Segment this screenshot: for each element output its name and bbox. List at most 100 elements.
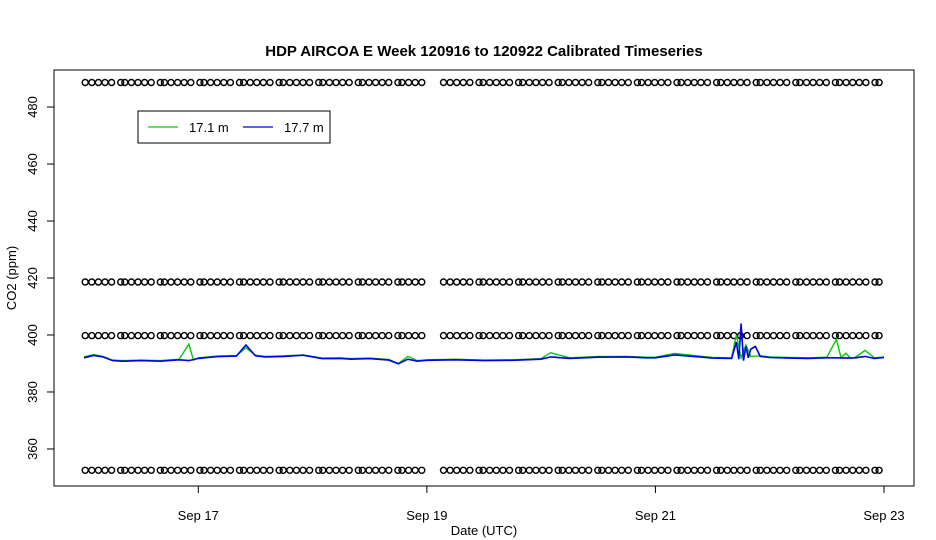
calibration-marker — [651, 78, 659, 87]
calibration-marker — [235, 278, 244, 286]
calibration-marker — [633, 331, 642, 340]
calibration-marker — [532, 331, 540, 340]
legend-entry-17-7m: 17.7 m — [284, 120, 324, 135]
calibration-marker — [259, 278, 268, 286]
calibration-marker — [475, 331, 483, 340]
calibration-marker — [173, 466, 182, 474]
calibration-marker — [802, 466, 811, 474]
calibration-marker — [226, 331, 235, 340]
calibration-marker — [598, 78, 606, 87]
calibration-marker — [554, 466, 562, 474]
calibration-marker — [633, 78, 642, 87]
calibration-marker — [505, 466, 514, 474]
calibration-marker — [855, 466, 863, 474]
calibration-marker — [545, 78, 553, 87]
calibration-marker — [855, 278, 863, 286]
calibration-marker — [492, 78, 500, 87]
calibration-marker — [279, 466, 287, 474]
calibration-marker — [101, 331, 109, 340]
calibration-marker — [842, 278, 850, 286]
calibration-marker — [167, 278, 175, 286]
calibration-marker — [338, 78, 347, 87]
calibration-marker — [624, 331, 632, 340]
calibration-marker — [299, 331, 307, 340]
calibration-marker — [127, 278, 136, 286]
calibration-marker — [200, 78, 208, 87]
calibration-marker — [657, 78, 665, 87]
calibration-marker — [578, 278, 586, 286]
calibration-marker — [545, 466, 553, 474]
calibration-marker — [101, 278, 109, 286]
calibration-marker — [121, 78, 129, 87]
legend: 17.1 m 17.7 m — [137, 110, 331, 144]
calibration-marker — [604, 466, 613, 474]
calibration-marker — [167, 78, 175, 87]
calibration-marker — [677, 278, 685, 286]
calibration-marker — [618, 331, 626, 340]
calibration-marker — [127, 331, 136, 340]
calibration-marker — [717, 278, 725, 286]
calibration-marker — [475, 78, 483, 87]
calibration-marker — [253, 331, 261, 340]
calibration-marker — [673, 278, 681, 286]
calibration-marker — [585, 331, 593, 340]
calibration-marker — [697, 78, 705, 87]
calibration-marker — [618, 78, 626, 87]
calibration-marker — [127, 78, 136, 87]
calibration-marker — [862, 78, 870, 87]
calibration-marker — [173, 278, 182, 286]
calibration-marker — [479, 78, 487, 87]
calibration-marker — [305, 278, 314, 286]
calibration-marker — [459, 278, 467, 286]
calibration-marker — [200, 331, 208, 340]
calibration-marker — [611, 278, 619, 286]
calibration-marker — [571, 331, 580, 340]
calibration-marker — [286, 78, 294, 87]
x-axis: Sep 17 Sep 19 Sep 21 Sep 23 — [178, 486, 905, 523]
calibration-marker — [633, 466, 642, 474]
calibration-marker — [439, 78, 448, 87]
calibration-marker — [439, 278, 448, 286]
calibration-marker — [776, 466, 784, 474]
calibration-marker — [545, 331, 553, 340]
calibration-marker — [822, 466, 830, 474]
calibration-marker — [525, 78, 533, 87]
calibration-marker — [358, 466, 367, 474]
calibration-marker — [239, 331, 248, 340]
calibration-marker — [332, 331, 340, 340]
calibration-marker — [875, 331, 883, 340]
calibration-marker — [486, 78, 494, 87]
calibration-marker — [180, 278, 188, 286]
calibration-marker — [365, 466, 373, 474]
calibration-marker — [519, 78, 527, 87]
calibration-marker — [253, 466, 261, 474]
calibration-marker — [664, 278, 672, 286]
calibration-marker — [160, 466, 169, 474]
calibration-marker — [525, 466, 533, 474]
calibration-marker — [345, 78, 353, 87]
calibration-marker — [809, 278, 817, 286]
calibration-marker — [783, 278, 791, 286]
calibration-marker — [394, 78, 402, 87]
calibration-marker — [466, 466, 474, 474]
calibration-marker — [332, 78, 340, 87]
calibration-marker — [717, 466, 725, 474]
calibration-marker — [220, 78, 228, 87]
calibration-marker — [783, 331, 791, 340]
calibration-marker — [378, 331, 386, 340]
calibration-marker — [206, 331, 215, 340]
calibration-marker — [624, 466, 632, 474]
series-lines — [83, 323, 885, 365]
calibration-marker — [140, 331, 149, 340]
calibration-marker — [684, 331, 692, 340]
calibration-marker — [505, 278, 514, 286]
calibration-marker — [514, 466, 523, 474]
calibration-marker — [486, 331, 494, 340]
calibration-marker — [332, 466, 340, 474]
calibration-marker — [565, 331, 573, 340]
calibration-marker — [651, 278, 659, 286]
calibration-marker — [299, 278, 307, 286]
calibration-marker — [822, 331, 830, 340]
calibration-marker — [167, 331, 175, 340]
